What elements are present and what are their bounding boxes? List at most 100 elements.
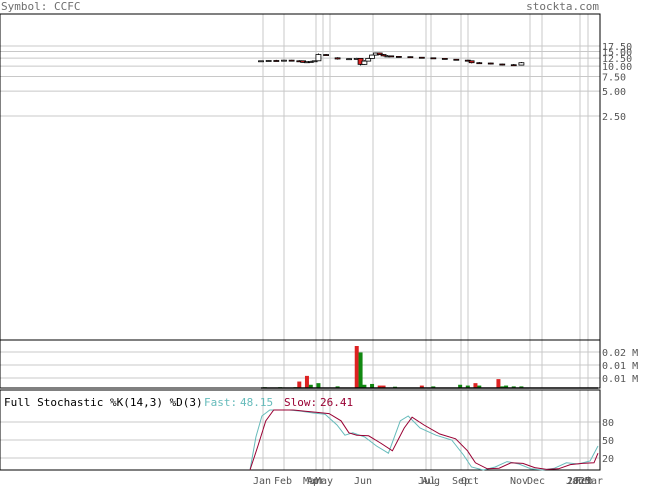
x-tick-label: Feb — [575, 476, 593, 486]
stochastic-tick-label: 50 — [602, 436, 614, 447]
volume-bar — [458, 384, 463, 388]
price-candle — [499, 63, 506, 66]
price-tick-label: 12.50 — [602, 54, 632, 65]
price-candle — [334, 57, 341, 60]
price-tick-label: 5.00 — [602, 87, 626, 98]
price-candle — [273, 60, 280, 62]
volume-bars — [261, 346, 598, 389]
grid-layer — [0, 14, 600, 470]
x-tick-label: Apr — [307, 476, 325, 486]
x-tick-label: Nov — [510, 476, 528, 486]
price-candle — [407, 56, 414, 59]
price-tick-label: 15.00 — [602, 48, 632, 59]
stochastic-lines — [249, 409, 599, 471]
price-tick-label: 7.50 — [602, 72, 626, 83]
volume-bar — [335, 386, 340, 388]
x-tick-label: Mar — [585, 476, 603, 486]
site-watermark: stockta.com — [526, 0, 599, 13]
volume-bar — [304, 375, 309, 388]
x-tick-label: Mar — [303, 476, 321, 486]
x-tick-label: Jun — [354, 476, 372, 486]
volume-tick-label: 0.02 M — [602, 348, 638, 359]
x-tick-label: 2025 — [567, 476, 591, 486]
volume-bar — [308, 384, 313, 388]
volume-tick-label: 0.01 M — [602, 374, 638, 385]
price-candle — [476, 62, 483, 65]
volume-tick-label: 0.01 M — [602, 361, 638, 372]
volume-bar — [362, 384, 367, 388]
symbol-label: Symbol: CCFC — [1, 0, 81, 13]
stochastic-panel-frame — [0, 389, 601, 471]
price-candle — [430, 57, 437, 60]
fast-label: Fast: — [204, 396, 237, 409]
volume-bar — [519, 386, 524, 388]
price-candle — [441, 57, 448, 60]
fast-value: 48.15 — [240, 396, 273, 409]
x-tick-label: Dec — [527, 476, 545, 486]
price-candle — [361, 60, 368, 65]
price-candle — [510, 64, 517, 67]
price-candle — [388, 55, 395, 58]
volume-bar — [477, 385, 482, 388]
x-tick-label: Aug — [422, 476, 440, 486]
price-bars — [258, 52, 525, 67]
price-candle — [468, 60, 475, 64]
price-candle — [380, 54, 387, 57]
volume-bar — [354, 346, 359, 388]
stochastic-tick-label: 20 — [602, 454, 614, 465]
volume-bar — [496, 379, 501, 388]
price-tick-label: 10.00 — [602, 62, 632, 73]
x-tick-label: May — [315, 476, 333, 486]
price-candle — [288, 59, 295, 62]
price-candle — [418, 56, 425, 59]
slow-stochastic-line — [249, 409, 599, 471]
price-candle — [365, 57, 372, 62]
price-candle — [376, 52, 383, 55]
volume-bar — [504, 385, 509, 388]
volume-bar — [473, 383, 478, 388]
x-tick-label: Jul — [418, 476, 436, 486]
volume-bar — [297, 381, 302, 388]
price-candle — [265, 60, 272, 62]
price-candle — [369, 54, 375, 59]
volume-bar — [511, 386, 516, 388]
price-candle — [395, 56, 402, 58]
stochastic-tick-label: 80 — [602, 418, 614, 429]
volume-bar — [381, 385, 386, 388]
volume-bar — [370, 383, 375, 388]
volume-bar — [358, 352, 363, 388]
stochastic-axis: 80 50 20 — [602, 418, 614, 465]
price-candle — [453, 58, 460, 61]
price-candle — [346, 58, 352, 61]
price-tick-label: 17.50 — [602, 42, 632, 53]
volume-bar — [465, 385, 470, 388]
x-tick-label: Jan — [566, 476, 584, 486]
volume-bar — [500, 386, 505, 388]
slow-value: 26.41 — [320, 396, 353, 409]
volume-bar — [377, 385, 382, 388]
slow-label: Slow: — [284, 396, 317, 409]
price-panel-frame — [0, 13, 601, 341]
volume-axis: 0.02 M 0.01 M 0.01 M — [602, 348, 638, 385]
volume-bar — [316, 383, 321, 388]
volume-bar — [419, 385, 424, 388]
price-candle — [315, 54, 322, 62]
price-candle — [487, 62, 494, 65]
x-tick-label: Feb — [274, 476, 292, 486]
price-candle — [281, 59, 287, 62]
price-candle — [311, 60, 318, 63]
x-tick-label: Sep — [452, 476, 470, 486]
price-candle — [258, 60, 264, 63]
price-candle — [518, 62, 525, 66]
x-tick-label: Oct — [461, 476, 479, 486]
price-candle — [323, 54, 330, 56]
volume-bar — [431, 386, 436, 388]
fast-stochastic-line — [249, 409, 599, 471]
x-tick-label: Jan — [253, 476, 271, 486]
volume-panel-frame — [0, 339, 601, 389]
price-tick-label: 2.50 — [602, 112, 626, 123]
stochastic-title: Full Stochastic %K(14,3) %D(3) — [4, 396, 203, 409]
